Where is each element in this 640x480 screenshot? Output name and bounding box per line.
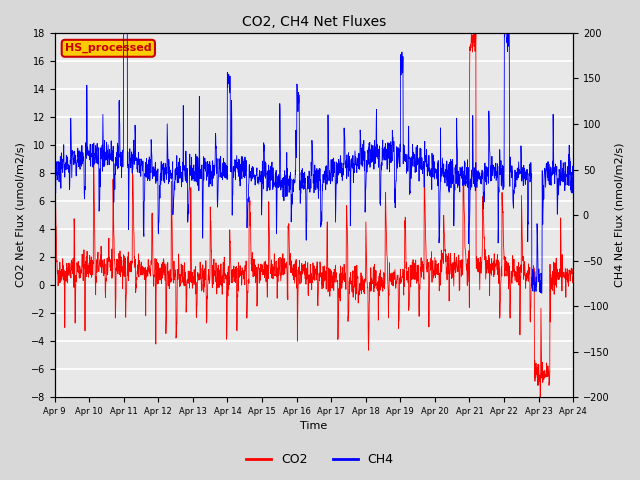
- Legend: CO2, CH4: CO2, CH4: [241, 448, 399, 471]
- Y-axis label: CO2 Net Flux (umol/m2/s): CO2 Net Flux (umol/m2/s): [15, 143, 25, 288]
- X-axis label: Time: Time: [300, 421, 328, 432]
- Y-axis label: CH4 Net Flux (nmol/m2/s): CH4 Net Flux (nmol/m2/s): [615, 143, 625, 288]
- Text: HS_processed: HS_processed: [65, 43, 152, 53]
- Title: CO2, CH4 Net Fluxes: CO2, CH4 Net Fluxes: [242, 15, 386, 29]
